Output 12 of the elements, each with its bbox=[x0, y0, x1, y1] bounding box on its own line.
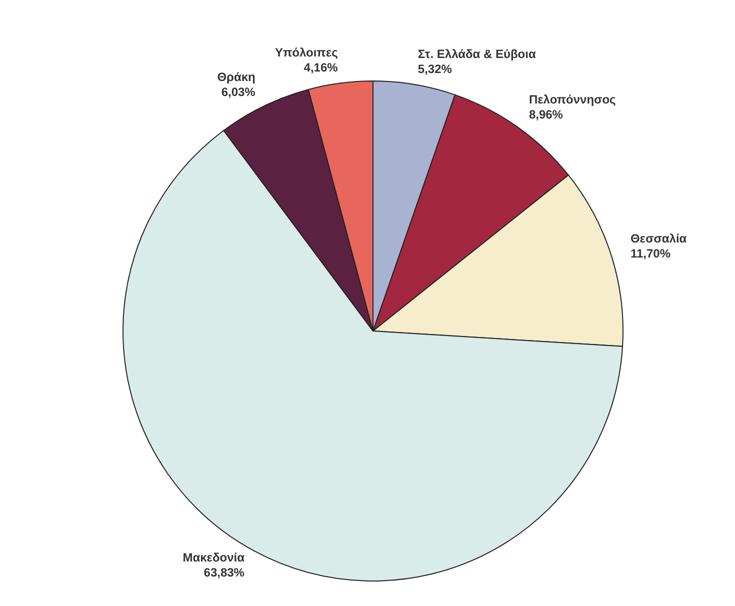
data-label: 6,03% bbox=[221, 84, 256, 99]
data-label: 5,32% bbox=[418, 62, 452, 76]
data-label: 11,70% bbox=[630, 246, 671, 261]
slice-label: Θεσσαλία bbox=[630, 232, 688, 246]
data-label: 63,83% bbox=[204, 565, 245, 580]
slice-label: Στ. Ελλάδα & Εύβοια bbox=[418, 46, 536, 61]
slice-label: Θράκη bbox=[217, 70, 256, 84]
slice-label: Υπόλοιπες bbox=[274, 45, 338, 60]
data-label: 4,16% bbox=[304, 60, 338, 74]
slice-label: Πελοπόννησος bbox=[528, 92, 616, 107]
data-label: 8,96% bbox=[528, 108, 564, 122]
slice-label: Μακεδονία bbox=[182, 550, 246, 564]
